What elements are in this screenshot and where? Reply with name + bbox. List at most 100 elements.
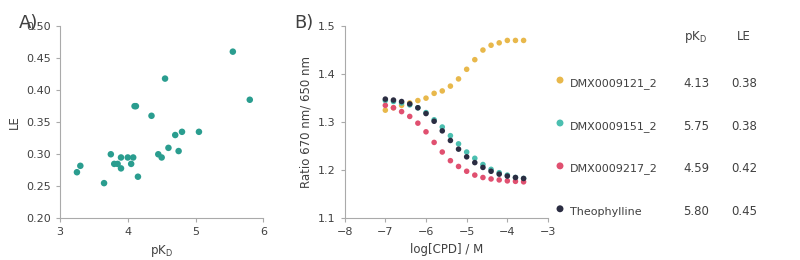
Point	[477, 48, 490, 52]
Point	[420, 96, 433, 100]
Point	[145, 114, 158, 118]
Text: DMX0009121_2: DMX0009121_2	[570, 78, 658, 89]
Point	[452, 147, 465, 151]
Point	[518, 180, 530, 184]
Point	[501, 173, 514, 177]
Point	[501, 179, 514, 183]
Text: 5.80: 5.80	[683, 205, 709, 218]
Point	[193, 130, 206, 134]
Point	[125, 162, 138, 166]
Point	[428, 119, 441, 123]
Point	[172, 149, 185, 153]
Point	[493, 172, 506, 176]
Text: A): A)	[19, 15, 38, 32]
Text: LE: LE	[737, 30, 751, 43]
Point	[469, 156, 482, 160]
Point	[493, 178, 506, 182]
X-axis label: log[CPD] / M: log[CPD] / M	[410, 243, 483, 256]
Point	[469, 173, 482, 177]
Point	[411, 121, 424, 125]
Point	[436, 150, 449, 154]
Text: Theophylline: Theophylline	[570, 207, 642, 217]
Point	[387, 106, 400, 110]
Point	[114, 166, 127, 171]
X-axis label: pK$_\mathrm{D}$: pK$_\mathrm{D}$	[150, 243, 173, 259]
Point	[460, 67, 473, 72]
Point	[128, 104, 141, 108]
Point	[444, 134, 457, 138]
Point	[460, 155, 473, 159]
Point	[130, 104, 142, 108]
Point	[460, 169, 473, 173]
Point	[444, 138, 457, 142]
Point	[469, 160, 482, 165]
Point	[518, 38, 530, 43]
Point	[403, 101, 416, 105]
Text: 0.42: 0.42	[731, 162, 757, 176]
Point	[411, 99, 424, 103]
Point	[379, 99, 392, 103]
Point	[554, 164, 566, 168]
Text: pK$_\mathrm{D}$: pK$_\mathrm{D}$	[685, 29, 707, 45]
Point	[518, 176, 530, 180]
Point	[403, 114, 416, 119]
Point	[452, 77, 465, 81]
Point	[152, 152, 165, 156]
Point	[169, 133, 182, 137]
Text: B): B)	[294, 15, 313, 32]
Point	[420, 112, 433, 116]
Point	[477, 165, 490, 170]
Point	[452, 164, 465, 168]
Point	[485, 43, 498, 47]
Point	[554, 121, 566, 125]
Y-axis label: LE: LE	[8, 115, 21, 129]
Point	[155, 155, 168, 160]
Point	[111, 162, 124, 166]
Point	[444, 84, 457, 88]
Point	[395, 99, 408, 103]
Point	[477, 176, 490, 180]
Point	[477, 162, 490, 167]
Point	[411, 106, 424, 110]
Point	[131, 175, 144, 179]
Point	[436, 89, 449, 93]
Point	[74, 164, 86, 168]
Point	[452, 142, 465, 146]
Point	[70, 170, 83, 174]
Point	[158, 76, 171, 81]
Point	[108, 162, 121, 166]
Text: 4.59: 4.59	[683, 162, 709, 176]
Text: 0.38: 0.38	[731, 77, 757, 90]
Point	[403, 103, 416, 107]
Point	[428, 118, 441, 122]
Point	[379, 103, 392, 107]
Point	[428, 91, 441, 95]
Point	[493, 171, 506, 175]
Point	[176, 130, 189, 134]
Point	[501, 38, 514, 43]
Point	[554, 207, 566, 211]
Text: DMX0009151_2: DMX0009151_2	[570, 121, 658, 132]
Point	[485, 167, 498, 171]
Point	[379, 97, 392, 101]
Point	[444, 159, 457, 163]
Point	[387, 99, 400, 103]
Point	[420, 130, 433, 134]
Point	[501, 174, 514, 178]
Point	[485, 169, 498, 173]
Text: DMX0009217_2: DMX0009217_2	[570, 164, 658, 174]
Point	[105, 152, 118, 156]
Point	[395, 109, 408, 114]
Point	[403, 102, 416, 106]
Text: 0.38: 0.38	[731, 120, 757, 133]
Point	[436, 125, 449, 129]
Point	[98, 181, 110, 185]
Point	[509, 176, 522, 180]
Point	[379, 108, 392, 112]
Point	[411, 106, 424, 110]
Point	[243, 98, 256, 102]
Point	[460, 150, 473, 154]
Text: 5.75: 5.75	[683, 120, 709, 133]
Point	[114, 155, 127, 160]
Point	[162, 146, 175, 150]
